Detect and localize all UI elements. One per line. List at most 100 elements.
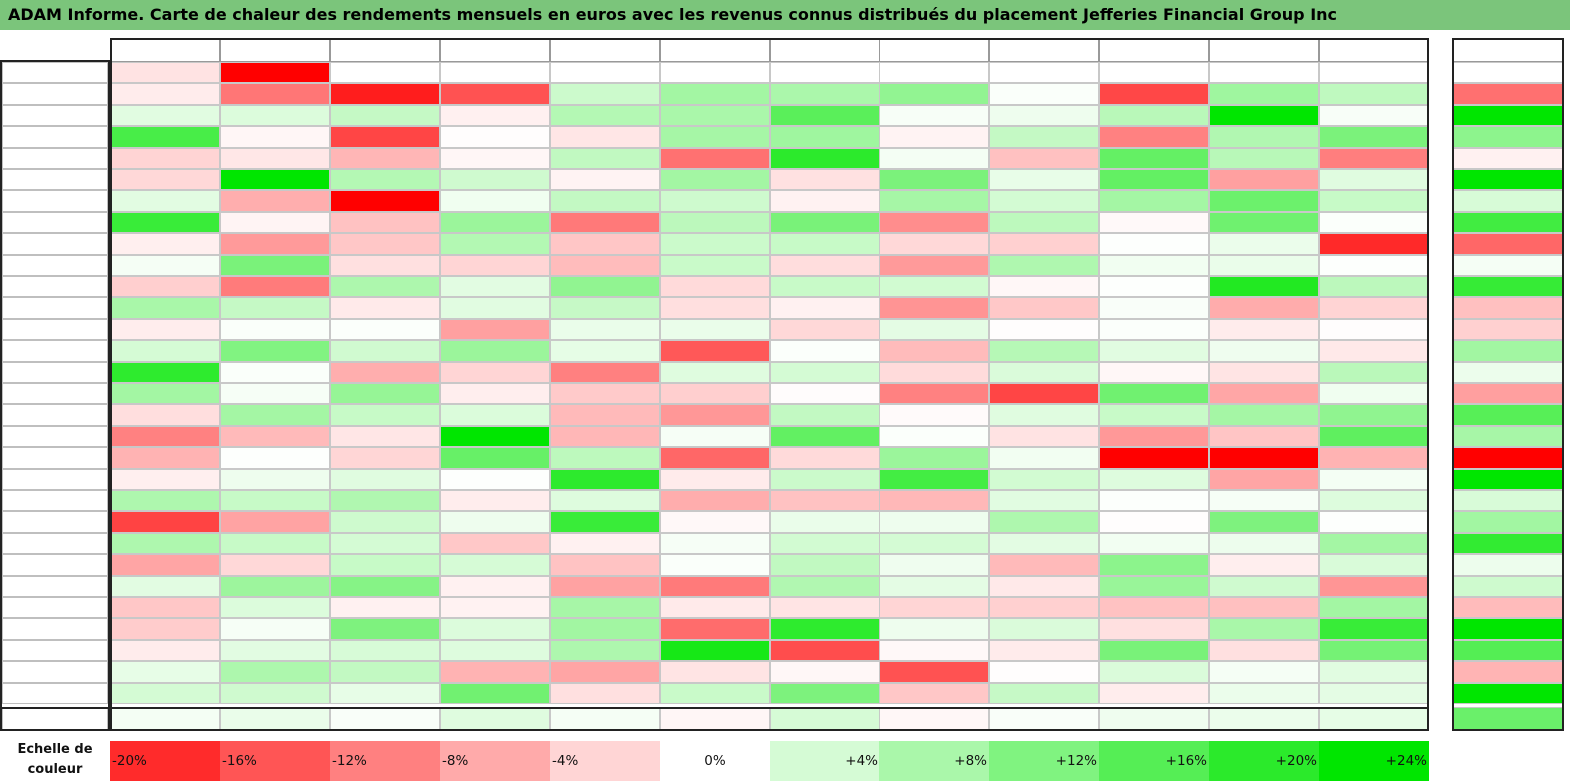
heatmap-cell	[440, 62, 550, 84]
color-scale-swatch: +24%	[1319, 741, 1429, 781]
color-scale-swatch: +8%	[879, 741, 989, 781]
heatmap-cell	[770, 126, 880, 148]
heatmap-cell	[879, 104, 989, 127]
heatmap-cell	[550, 425, 660, 448]
heatmap-cell	[770, 447, 880, 469]
heatmap-cell	[1099, 169, 1209, 191]
heatmap-cell	[1209, 211, 1319, 234]
heatmap-cell	[110, 276, 220, 298]
heatmap-cell	[330, 639, 440, 662]
heatmap-cell	[220, 62, 330, 84]
heatmap-cell	[879, 404, 989, 426]
heatmap-cell	[770, 575, 880, 597]
heatmap-cell	[770, 83, 880, 105]
heatmap-cell	[660, 447, 770, 469]
heatmap-cell	[550, 468, 660, 490]
annual-cell	[1452, 554, 1564, 576]
heatmap-cell	[989, 318, 1099, 341]
heatmap-cell	[220, 233, 330, 255]
heatmap-cell	[1099, 468, 1209, 490]
heatmap-cell	[989, 468, 1099, 490]
heatmap-cell	[1099, 383, 1209, 405]
heatmap-cell	[1319, 361, 1429, 383]
color-scale-swatch: +20%	[1209, 741, 1319, 781]
heatmap-cell	[550, 618, 660, 640]
heatmap-cell	[1319, 447, 1429, 469]
heatmap-cell	[550, 62, 660, 84]
heatmap-cell	[440, 618, 550, 640]
heatmap-cell	[660, 233, 770, 255]
annual-cell	[1452, 597, 1564, 619]
heatmap-cell	[989, 532, 1099, 555]
row-year-label	[2, 233, 108, 255]
heatmap-cell	[660, 425, 770, 448]
heatmap-cell	[989, 254, 1099, 276]
heatmap-cell	[1319, 126, 1429, 148]
heatmap-cell	[1319, 639, 1429, 662]
heatmap-cell	[660, 597, 770, 619]
row-year-label	[2, 468, 108, 490]
average-cell	[1099, 707, 1209, 731]
heatmap-cell	[220, 468, 330, 490]
row-year-label	[2, 639, 108, 662]
heatmap-cell	[550, 147, 660, 169]
heatmap-cell	[770, 383, 880, 405]
color-scale-swatch: +4%	[770, 741, 880, 781]
heatmap-cell	[770, 104, 880, 127]
heatmap-cell	[440, 639, 550, 662]
month-header	[1209, 38, 1319, 62]
row-year-label	[2, 404, 108, 426]
heatmap-cell	[110, 361, 220, 383]
heatmap-cell	[220, 554, 330, 576]
month-header	[1319, 38, 1429, 62]
heatmap-cell	[770, 682, 880, 704]
color-scale-swatch: 0%	[660, 741, 770, 781]
heatmap-cell	[110, 682, 220, 704]
heatmap-cell	[989, 190, 1099, 212]
heatmap-cell	[550, 233, 660, 255]
heatmap-cell	[220, 425, 330, 448]
heatmap-cell	[770, 276, 880, 298]
chart-title: ADAM Informe. Carte de chaleur des rende…	[0, 0, 1570, 30]
heatmap-cell	[1099, 340, 1209, 362]
heatmap-cell	[1319, 340, 1429, 362]
annual-cell	[1452, 297, 1564, 319]
average-cell	[220, 707, 330, 731]
heatmap-cell	[1319, 490, 1429, 512]
heatmap-cell	[110, 468, 220, 490]
heatmap-cell	[1319, 661, 1429, 683]
row-year-label	[2, 511, 108, 533]
heatmap-cell	[440, 511, 550, 533]
heatmap-cell	[550, 169, 660, 191]
heatmap-cell	[220, 682, 330, 704]
heatmap-cell	[550, 254, 660, 276]
heatmap-cell	[1319, 276, 1429, 298]
heatmap-cell	[879, 383, 989, 405]
heatmap-cell	[660, 361, 770, 383]
heatmap-cell	[110, 639, 220, 662]
heatmap-cell	[989, 233, 1099, 255]
heatmap-cell	[1099, 447, 1209, 469]
heatmap-cell	[1209, 425, 1319, 448]
row-year-label	[2, 340, 108, 362]
heatmap-cell	[989, 554, 1099, 576]
heatmap-cell	[110, 661, 220, 683]
heatmap-cell	[879, 147, 989, 169]
heatmap-cell	[989, 126, 1099, 148]
heatmap-cell	[550, 361, 660, 383]
heatmap-cell	[660, 276, 770, 298]
heatmap-cell	[1209, 597, 1319, 619]
heatmap-cell	[770, 468, 880, 490]
heatmap-cell	[110, 169, 220, 191]
heatmap-cell	[220, 169, 330, 191]
heatmap-cell	[1209, 126, 1319, 148]
average-cell	[1319, 707, 1429, 731]
heatmap-cell	[440, 682, 550, 704]
heatmap-cell	[110, 340, 220, 362]
heatmap-cell	[220, 597, 330, 619]
heatmap-cell	[110, 575, 220, 597]
heatmap-cell	[1319, 233, 1429, 255]
heatmap-cell	[1099, 575, 1209, 597]
heatmap-cell	[1099, 297, 1209, 319]
color-scale-swatch: -20%	[110, 741, 220, 781]
